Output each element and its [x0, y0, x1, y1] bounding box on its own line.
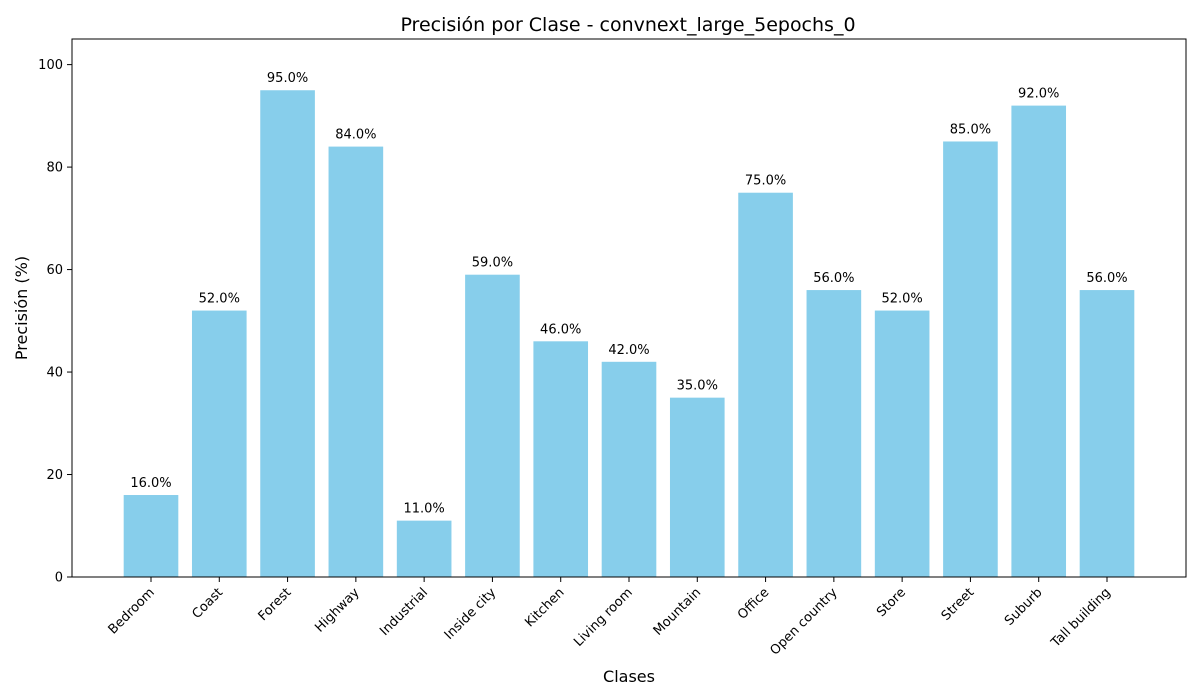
y-tick-label: 40: [46, 366, 63, 381]
x-axis-title: Clases: [603, 667, 655, 686]
x-axis: Bedroom Coast Forest Highway Industrial Insid…: [106, 577, 1114, 658]
bar-bedroom: [123, 495, 179, 577]
x-tick-label: Tall building: [1048, 585, 1114, 651]
y-axis: 0 20 40 60 80 100: [38, 58, 72, 586]
bar-value-label: 92.0%: [1018, 87, 1059, 102]
x-tick-label: Industrial: [377, 585, 431, 639]
bar-value-label: 56.0%: [1086, 271, 1127, 286]
x-tick-label: Inside city: [442, 585, 500, 643]
x-tick-label: Suburb: [1002, 585, 1046, 629]
bar-value-label: 56.0%: [813, 271, 854, 286]
x-tick-label: Bedroom: [106, 585, 158, 637]
bar-suburb: [1011, 105, 1067, 577]
bar-value-label: 85.0%: [950, 122, 991, 137]
y-tick-label: 80: [46, 161, 63, 176]
bar-value-label: 52.0%: [881, 292, 922, 307]
bar-value-label: 35.0%: [677, 379, 718, 394]
y-tick-label: 100: [38, 58, 63, 73]
bar-street: [943, 141, 998, 577]
bar-value-label: 59.0%: [472, 256, 513, 271]
x-tick-label: Street: [939, 585, 978, 624]
y-tick-label: 60: [46, 263, 63, 278]
x-tick-label: Highway: [312, 585, 363, 636]
bar-value-label: 84.0%: [335, 128, 376, 143]
bar-store: [874, 310, 930, 577]
bar-value-label: 16.0%: [130, 476, 171, 491]
bar-value-label: 52.0%: [199, 292, 240, 307]
bar-value-label: 75.0%: [745, 174, 786, 189]
bar-mountain: [669, 397, 725, 577]
bar-industrial: [396, 520, 452, 577]
bar-forest: [260, 90, 315, 577]
x-tick-label: Office: [735, 585, 772, 622]
y-tick-label: 20: [46, 468, 63, 483]
bar-value-label: 46.0%: [540, 322, 581, 337]
y-tick-label: 0: [55, 571, 63, 586]
x-tick-label: Coast: [189, 585, 226, 622]
bar-value-label: 42.0%: [608, 343, 649, 358]
bar-inside-city: [465, 274, 520, 577]
x-tick-label: Store: [874, 585, 909, 620]
x-tick-label: Living room: [571, 585, 636, 650]
y-axis-title: Precisión (%): [12, 256, 31, 360]
bar-open-country: [806, 290, 862, 577]
bar-office: [738, 192, 793, 577]
chart-title: Precisión por Clase - convnext_large_5ep…: [400, 14, 855, 36]
x-tick-label: Mountain: [651, 585, 704, 638]
x-tick-label: Open country: [767, 585, 840, 658]
bar-highway: [328, 146, 384, 577]
x-tick-label: Forest: [256, 585, 295, 624]
bars-group: [123, 90, 1135, 577]
bar-value-label: 95.0%: [267, 71, 308, 86]
x-tick-label: Kitchen: [522, 585, 567, 630]
bar-living-room: [601, 361, 657, 577]
bar-coast: [191, 310, 247, 577]
bar-kitchen: [533, 341, 589, 577]
bar-value-label: 11.0%: [403, 502, 444, 517]
value-labels-group: 16.0% 52.0% 95.0% 84.0% 11.0% 59.0% 46.0% 42.0%…: [130, 71, 1127, 516]
bar-tall-building: [1079, 290, 1135, 577]
